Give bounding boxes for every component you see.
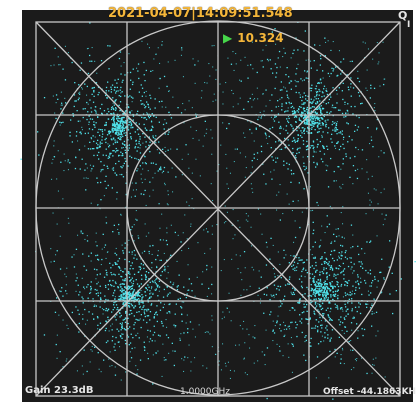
grid-outer-circle xyxy=(35,20,401,396)
marker-readout: ▶ 10.324 xyxy=(223,31,284,45)
marker-triangle-icon[interactable]: ▶ xyxy=(223,31,233,45)
grid-inner-circle xyxy=(126,114,310,302)
gain-readout: Gain 23.3dB xyxy=(25,385,94,396)
marker-value: 10.324 xyxy=(237,31,284,45)
frequency-readout: 1.0000GHz xyxy=(180,387,230,397)
grid-diagonal xyxy=(35,21,401,397)
q-axis-label: Q xyxy=(398,9,408,22)
grid xyxy=(35,20,401,397)
i-axis-label: I xyxy=(407,20,411,30)
offset-readout: Offset -44.1863KH xyxy=(323,387,416,397)
timestamp: 2021-04-07|14:09:51.548 xyxy=(108,6,293,21)
